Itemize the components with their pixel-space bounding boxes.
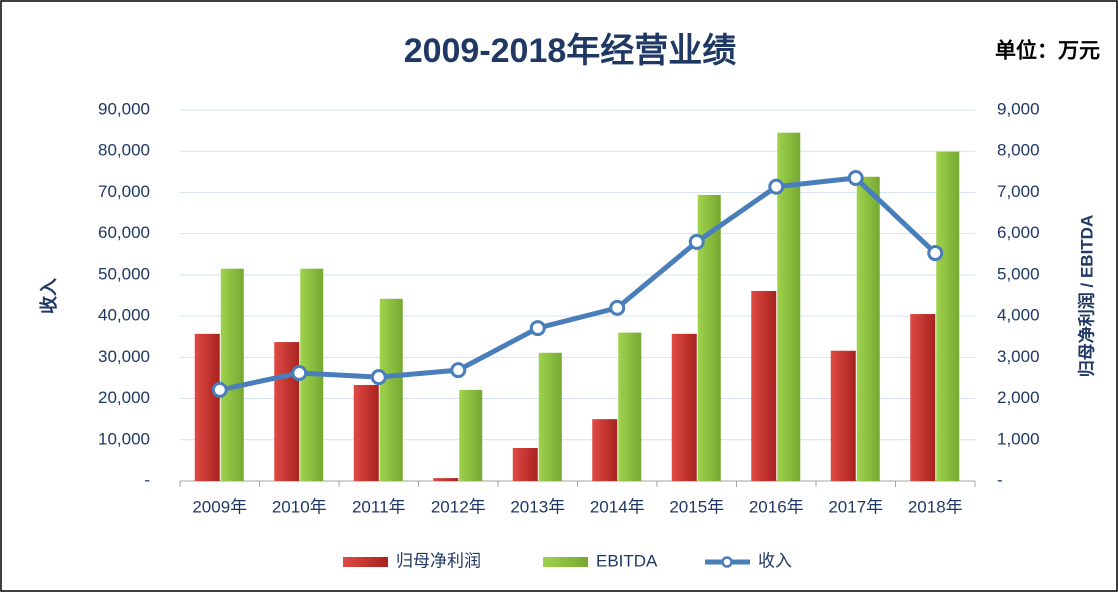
y-tick-label: 30,000 (98, 347, 150, 366)
marker (847, 170, 864, 187)
marker (450, 362, 467, 379)
marker (211, 381, 228, 398)
y2-tick-label: - (997, 470, 1003, 489)
marker (291, 364, 308, 381)
line (219, 175, 937, 393)
y2-tick-label: 5,000 (997, 264, 1040, 283)
x-tick-label: 2009年 (192, 497, 247, 516)
bar (592, 419, 618, 481)
marker (609, 299, 626, 316)
y2-tick-label: 3,000 (997, 347, 1040, 366)
bar (697, 194, 721, 481)
x-tick-label: 2015年 (669, 497, 724, 516)
y2-tick-label: 7,000 (997, 182, 1040, 201)
y-tick-label: 10,000 (98, 429, 150, 448)
y-axis-label: 收入 (38, 278, 59, 314)
bar (353, 384, 379, 481)
x-tick-label: 2011年 (352, 497, 406, 516)
legend-label: EBITDA (596, 551, 658, 570)
bar (671, 333, 697, 481)
marker (768, 178, 785, 195)
x-tick-label: 2013年 (510, 497, 565, 516)
y2-axis-label: 归母净利润 / EBITDA (1076, 215, 1096, 377)
bar (538, 352, 562, 481)
x-tick-label: 2010年 (272, 497, 327, 516)
bar (856, 176, 880, 481)
bar (194, 333, 220, 481)
legend-swatch (543, 557, 588, 567)
marker (688, 233, 705, 250)
y2-tick-label: 9,000 (997, 99, 1040, 118)
y2-tick-label: 4,000 (997, 306, 1040, 325)
marker (927, 245, 944, 262)
chart-title: 2009-2018年经营业绩 (404, 32, 737, 70)
y-tick-label: 50,000 (98, 264, 150, 283)
y2-tick-label: 2,000 (997, 388, 1040, 407)
y2-tick-label: 8,000 (997, 141, 1040, 160)
x-tick-label: 2016年 (749, 497, 804, 516)
y-tick-label: 80,000 (98, 141, 150, 160)
y-tick-label: 40,000 (98, 306, 150, 325)
bar (777, 132, 801, 481)
bar (751, 290, 777, 481)
x-tick-label: 2014年 (590, 497, 645, 516)
bar (433, 478, 459, 481)
legend-label: 归母净利润 (396, 551, 481, 570)
x-tick-label: 2018年 (908, 497, 963, 516)
bar (830, 350, 856, 481)
bar (220, 268, 244, 481)
legend-swatch (343, 557, 388, 567)
y2-tick-label: 6,000 (997, 223, 1040, 242)
x-tick-label: 2012年 (431, 497, 486, 516)
legend-label: 收入 (758, 551, 792, 570)
marker (370, 369, 387, 386)
y-tick-label: 90,000 (98, 99, 150, 118)
bar (459, 389, 483, 481)
y-tick-label: 70,000 (98, 182, 150, 201)
bar (618, 332, 642, 481)
unit-label: 单位：万元 (995, 39, 1100, 63)
y-tick-label: - (144, 470, 150, 489)
marker (529, 320, 546, 337)
bar (512, 448, 538, 481)
y-tick-label: 20,000 (98, 388, 150, 407)
legend-marker (721, 556, 733, 568)
bar (379, 298, 403, 481)
bar (274, 342, 300, 481)
bar (936, 151, 960, 481)
bar (910, 314, 936, 481)
x-tick-label: 2017年 (828, 497, 883, 516)
y2-tick-label: 1,000 (997, 429, 1040, 448)
y-tick-label: 60,000 (98, 223, 150, 242)
